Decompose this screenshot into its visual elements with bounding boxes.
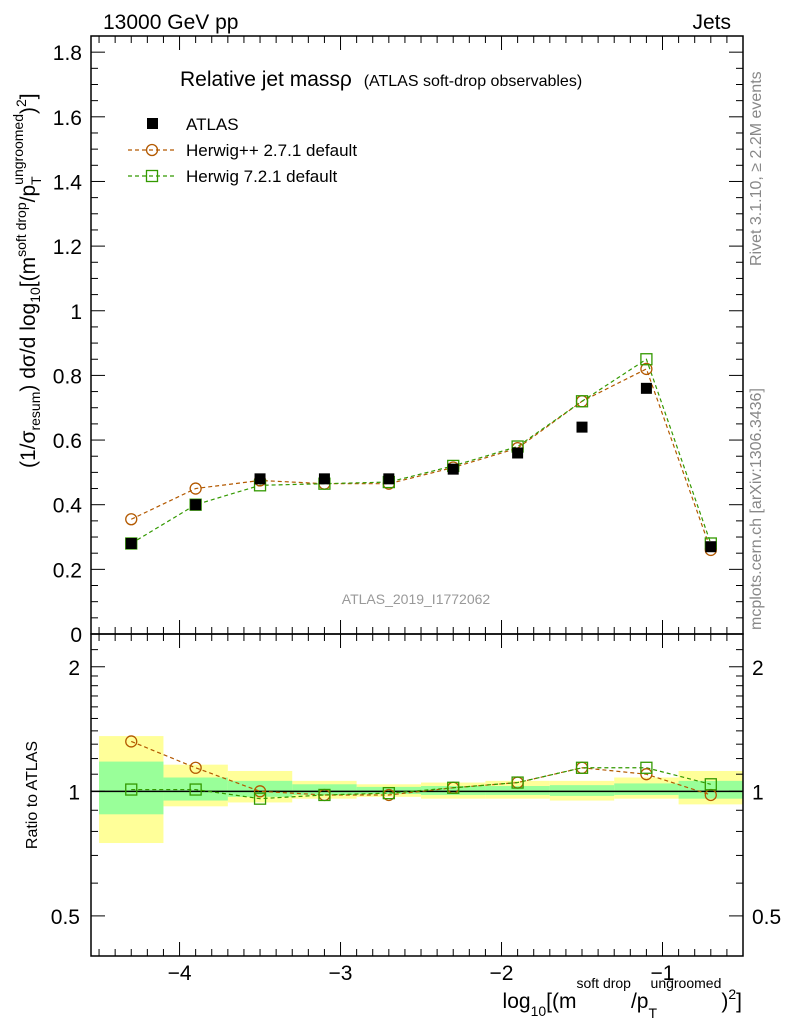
title-sub: (ATLAS soft-drop observables) [364, 73, 582, 90]
y-tick-label: 0.8 [53, 365, 82, 388]
ratio-point-herwigpp [189, 761, 202, 774]
tick-labels: −4 −3 −2 −1 0 0.2 0.4 0.6 0.8 1 1.2 1.4 1.6 1.8 0.5 0.5… [51, 42, 781, 985]
x-tick-label: −2 [490, 962, 514, 985]
legend-marker-atlas [147, 118, 158, 129]
x-tick-label: −1 [651, 962, 675, 985]
legend-label-herwig7: Herwig 7.2.1 default [186, 167, 337, 186]
point-atlas [190, 499, 202, 511]
point-herwig7 [575, 395, 589, 408]
y-tick-label: 0.6 [53, 430, 82, 453]
y-tick-label: 1.2 [53, 236, 82, 259]
ratio-point-herwig7 [125, 783, 138, 796]
point-atlas [705, 541, 717, 553]
point-herwig7 [640, 353, 653, 366]
ratio-point-herwig7 [447, 781, 460, 794]
series-markers [125, 353, 717, 805]
header-left: 13000 GeV pp [103, 11, 238, 34]
point-atlas [383, 473, 395, 485]
ratio-point-herwigpp [640, 768, 653, 781]
band-inner [485, 786, 550, 795]
legend-label-atlas: ATLAS [186, 115, 239, 134]
title-main: Relative jet massρ [180, 68, 352, 91]
series-lines [130, 358, 712, 800]
band-inner [356, 786, 422, 795]
y-tick-label: 1.8 [53, 42, 82, 65]
point-atlas [640, 382, 652, 394]
ratio-point-herwig7 [382, 786, 395, 800]
band-inner [99, 761, 164, 815]
ratio-y-axis-label: Ratio to ATLAS [24, 741, 41, 849]
ratio-point-herwig7 [640, 761, 653, 774]
ratio-point-herwig7 [704, 778, 717, 791]
point-atlas [576, 421, 588, 433]
header-right: Jets [692, 11, 731, 34]
y-tick-label: 1.6 [53, 107, 82, 130]
rivet-label: Rivet 3.1.10, ≥ 2.2M events [748, 71, 765, 266]
chart-title: Relative jet massρ (ATLAS soft-drop obse… [180, 68, 582, 91]
band-inner [614, 783, 679, 795]
ratio-y-tick-label-right: 1 [752, 781, 764, 804]
y-tick-label: 0.2 [53, 559, 82, 582]
point-atlas [254, 473, 266, 485]
point-herwigpp [125, 513, 138, 526]
mcplots-label: mcplots.cern.ch [arXiv:1306.3436] [748, 388, 765, 630]
ratio-point-herwig7 [189, 783, 202, 796]
y-tick-label: 1.4 [53, 171, 83, 194]
ratio-y-tick-label-right: 0.5 [752, 906, 781, 929]
legend-marker-herwig7 [145, 169, 159, 183]
band-inner [421, 786, 486, 795]
ratio-point-herwig7 [253, 792, 267, 805]
point-atlas [447, 463, 459, 475]
ratio-line-herwig7 [131, 767, 711, 800]
ratio-y-tick-label: 2 [68, 657, 80, 680]
x-axis-label: log10[(msoft drop/pTungroomed)2] [503, 975, 742, 1021]
y-tick-label: 0 [70, 624, 82, 647]
point-herwigpp [189, 482, 202, 495]
line-herwig7 [130, 358, 712, 545]
ratio-y-tick-label: 1 [68, 781, 80, 804]
main-y-axis-label: (1/σresum) dσ/d log10[(msoft drop/pTungr… [10, 93, 44, 468]
ratio-y-tick-label-right: 2 [752, 657, 764, 680]
point-atlas [125, 537, 137, 549]
ratio-point-herwigpp [253, 785, 267, 798]
ratio-plot-frame [90, 633, 744, 957]
x-tick-label: −4 [168, 962, 192, 985]
point-atlas [318, 473, 330, 485]
legend-label-herwigpp: Herwig++ 2.7.1 default [186, 141, 357, 160]
point-atlas [512, 447, 524, 459]
band-inner [549, 785, 615, 796]
analysis-watermark: ATLAS_2019_I1772062 [342, 591, 491, 607]
point-herwigpp [640, 362, 653, 376]
x-tick-label: −3 [329, 962, 353, 985]
ratio-y-tick-label: 0.5 [51, 906, 80, 929]
line-herwigpp [130, 368, 712, 551]
ratio-point-herwig7 [318, 788, 331, 802]
y-tick-label: 1 [70, 301, 82, 324]
y-tick-label: 0.4 [53, 495, 83, 518]
ratio-point-herwigpp [125, 735, 138, 748]
ratio-uncertainty-bands [91, 736, 743, 844]
ratio-point-herwig7 [511, 776, 524, 789]
legend: ATLAS Herwig++ 2.7.1 default Herwig 7.2.… [128, 115, 357, 186]
ratio-point-herwig7 [575, 761, 589, 774]
legend-marker-herwigpp [145, 143, 159, 157]
